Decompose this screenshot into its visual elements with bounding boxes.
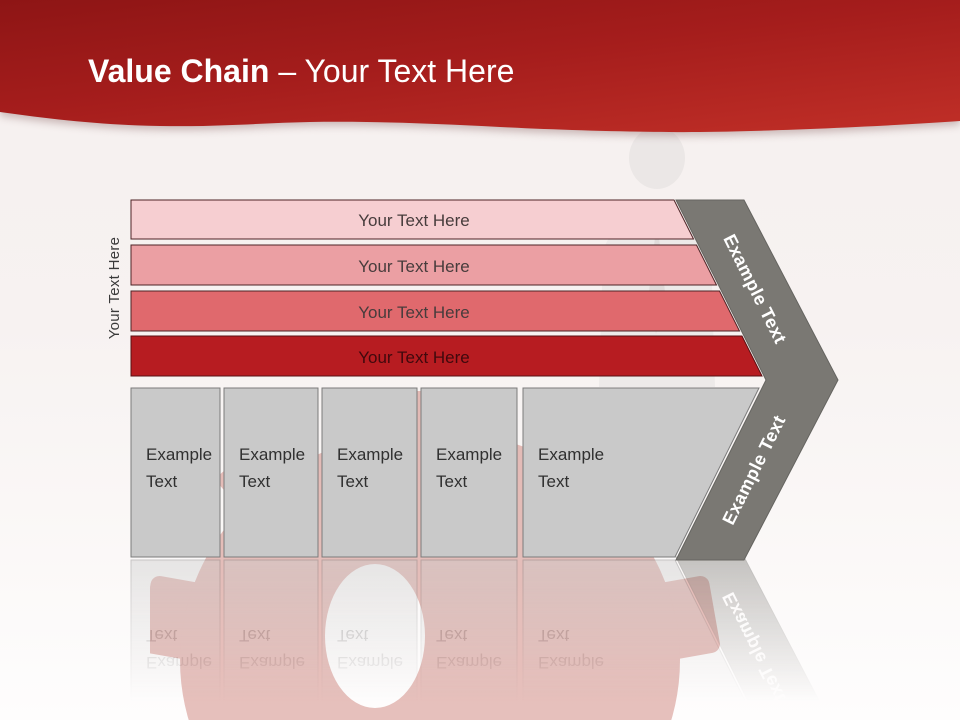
- chain-bar-3: [130, 290, 741, 332]
- box-5-label-line1: Example: [538, 445, 604, 464]
- gear-tooth: [150, 575, 208, 661]
- chain-box-4: [420, 387, 518, 558]
- chain-box-5: [522, 387, 760, 558]
- box-4-label-line2: Text: [436, 472, 467, 491]
- chain-box-1: [130, 387, 221, 558]
- chain-box-3: [321, 387, 418, 558]
- box-3-label-line2: Text: [337, 472, 368, 491]
- title-rest-text: – Your Text Here: [278, 53, 515, 89]
- box-5-label-line2: Text: [538, 472, 569, 491]
- box-1-label-line2: Text: [146, 472, 177, 491]
- row-vertical-label: Your Text Here: [106, 237, 123, 340]
- chain-bar-4: [130, 335, 763, 377]
- bar-2-label: Your Text Here: [358, 257, 470, 276]
- chain-bar-2: [130, 244, 718, 286]
- box-2-label-line2: Text: [239, 472, 270, 491]
- box-2-label-line1: Example: [239, 445, 305, 464]
- gear-tooth: [652, 575, 720, 661]
- bar-3-label: Your Text Here: [358, 303, 470, 322]
- box-4-label-line1: Example: [436, 445, 502, 464]
- figure-head: [629, 127, 685, 189]
- page-title: Value Chain – Your Text Here: [88, 53, 515, 89]
- box-3-label-line1: Example: [337, 445, 403, 464]
- chain-bar-1: [130, 199, 695, 240]
- bar-4-label: Your Text Here: [358, 348, 470, 367]
- arrow-band: [675, 199, 839, 561]
- title-bold-text: Value Chain: [88, 53, 270, 89]
- bar-1-label: Your Text Here: [358, 211, 470, 230]
- chain-box-2: [223, 387, 319, 558]
- box-1-label-line1: Example: [146, 445, 212, 464]
